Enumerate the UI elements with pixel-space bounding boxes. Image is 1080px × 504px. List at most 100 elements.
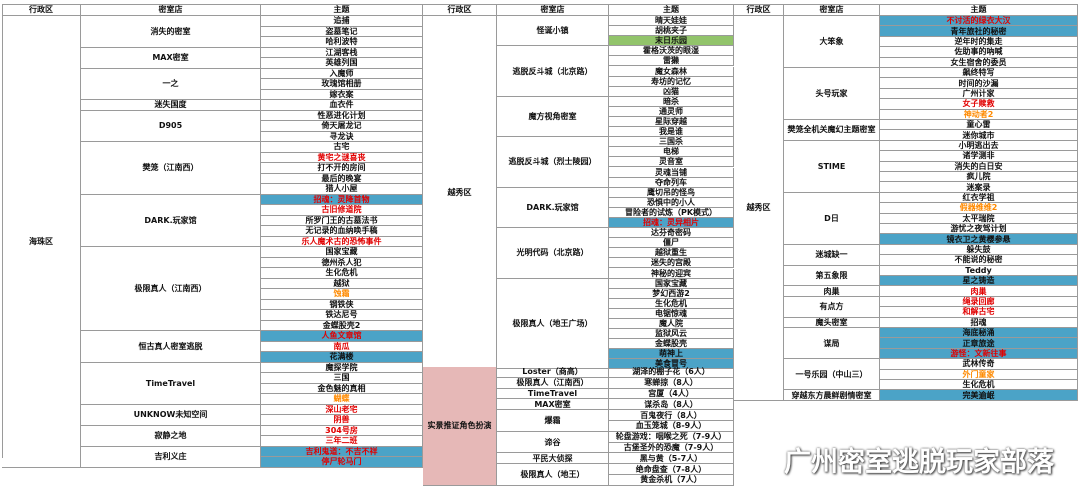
store-name: TimeTravel [497,388,609,400]
theme-cell: 鹰切吊的怪鸟 [609,187,734,198]
store-name: Loster（商高） [497,367,609,378]
theme-cell: 星际穿越 [609,117,734,128]
theme-cell: 招魂：灵降首物 [261,194,423,205]
theme-cell: 金蝶股壳2 [261,320,423,331]
store-name: 一之 [81,68,261,100]
theme-cell: 游忧之夜驾计划 [880,224,1078,235]
theme-cell: 生化危机 [880,380,1078,391]
theme-cell: 灵音室 [609,157,734,168]
theme-cell: 绳录回廊 [880,296,1078,308]
theme-cell: 古宅 [261,142,423,153]
theme-cell: 通灵师 [609,106,734,117]
theme-cell: 海底秘涌 [880,328,1078,339]
theme-cell: 凶猫 [609,86,734,97]
theme-cell: 肉巢 [880,286,1078,297]
store-name: 光明代码（北京路） [497,228,609,279]
col-header-theme: 主题 [261,4,423,16]
col-header-district: 行政区 [423,4,497,16]
theme-cell: 佐助事的吶喊 [880,47,1078,58]
store-name: 极限真人（地王） [497,464,609,486]
theme-cell: 迷案录 [880,182,1078,193]
theme-cell: 性恶进化计划 [261,110,423,121]
theme-cell: 达芬奇密码 [609,228,734,239]
theme-cell: 小明逃出去 [880,140,1078,152]
store-name: 谋局 [784,328,880,360]
theme-cell: 古堡圣外的恐魔（7-9人） [609,442,734,454]
theme-cell: 三国杀 [609,137,734,148]
store-name: 寂静之地 [81,425,261,447]
store-name: 平民大侦探 [497,453,609,465]
theme-cell: 晴天娃娃 [609,16,734,27]
theme-cell: 乐人魔术古的恐怖事件 [261,236,423,247]
theme-cell: 哈利波特 [261,37,423,48]
theme-cell: 逆年时的集走 [880,36,1078,48]
theme-cell: 古旧修道院 [261,205,423,216]
theme-cell: Teddy [880,265,1078,276]
theme-cell: 英雄列国 [261,58,423,69]
district-name: 越秀区 [734,16,784,401]
theme-cell: 吉利鬼道：不吉不祥 [261,446,423,457]
col-header-theme: 主题 [880,4,1078,16]
store-name: STIME [784,140,880,193]
theme-cell: 镜衣卫之黄樱参悬 [880,234,1078,245]
watermark: 广州密室逃脱玩家部落 [734,441,1054,478]
theme-cell: 人鱼文章馆 [261,331,423,342]
store-name: D日 [784,192,880,245]
theme-cell: 游怪：文新往事 [880,348,1078,360]
theme-cell: 宫厦（4人） [609,388,734,400]
theme-cell: 轮盘游戏：咽喉之死（7-9人） [609,431,734,443]
theme-cell: 绝命盘查（7-8人） [609,464,734,475]
store-name: 一号乐园（中山三） [784,359,880,391]
store-name: MAX密室 [497,399,609,411]
theme-cell: 魔人院 [609,319,734,330]
district-name: 海珠区 [2,16,81,468]
theme-cell: 僵尸 [609,238,734,249]
theme-cell: 魔探学院 [261,362,423,373]
theme-cell: 血衣件 [261,100,423,111]
theme-cell: 花满楼 [261,352,423,363]
theme-cell: 胡桃夹子 [609,26,734,37]
theme-cell: 钢铁侠 [261,299,423,310]
store-name: DARK.玩家馆 [497,187,609,229]
col-header-store: 密室店 [81,4,261,16]
theme-cell: 武林传奇 [880,359,1078,370]
col-header-theme: 主题 [609,4,734,16]
theme-cell: 不能说的秘密 [880,255,1078,266]
store-name: 逃脱反斗城（烈士陵园） [497,137,609,188]
theme-cell: 金色魅的真相 [261,383,423,394]
theme-cell: 德州杀人犯 [261,257,423,268]
theme-cell: 完美逾岷 [880,390,1078,401]
theme-cell: 入魔师 [261,68,423,79]
theme-cell: 正章旅途 [880,338,1078,349]
theme-cell: 冒险者的试炼（PK模式） [609,207,734,218]
theme-cell: 嫁衣案 [261,89,423,100]
theme-cell: 最后的晚宴 [261,173,423,184]
store-name: 有点方 [784,296,880,318]
theme-cell: 猎人小屋 [261,184,423,195]
store-name: 穿越东方晨鲜剧情密室 [784,390,880,401]
theme-cell: 飙终特写 [880,68,1078,79]
theme-cell: 红衣学祖 [880,192,1078,204]
store-name: 魔头密室 [784,317,880,328]
theme-cell: 深山老宅 [261,404,423,415]
theme-cell: 蝴蝶 [261,394,423,405]
theme-cell: 打不开的房间 [261,163,423,174]
theme-cell: 雷獭 [609,56,734,67]
store-name: 极限真人（地王广场） [497,278,609,370]
theme-cell: 时间的沙漏 [880,78,1078,89]
theme-cell: 电梯 [609,147,734,158]
theme-cell: 萌神上 [609,349,734,360]
theme-cell: 蚀霜 [261,289,423,300]
theme-cell: 国家宝藏 [609,278,734,289]
store-name: UNKNOW未知空间 [81,404,261,426]
theme-cell: 黑与黄（5-7人） [609,453,734,465]
theme-cell: 所罗门王的古墓法书 [261,215,423,226]
theme-cell: 寿坊的记忆 [609,76,734,87]
theme-cell: 外门童家 [880,369,1078,380]
theme-cell: 不讨活的绿衣大汉 [880,16,1078,27]
district-name: 实景推证角色扮演 [423,367,497,486]
store-name: 第五象限 [784,265,880,287]
theme-cell: 铁达尼号 [261,310,423,321]
store-name: 樊笼全机关魔幻主题密室 [784,120,880,141]
